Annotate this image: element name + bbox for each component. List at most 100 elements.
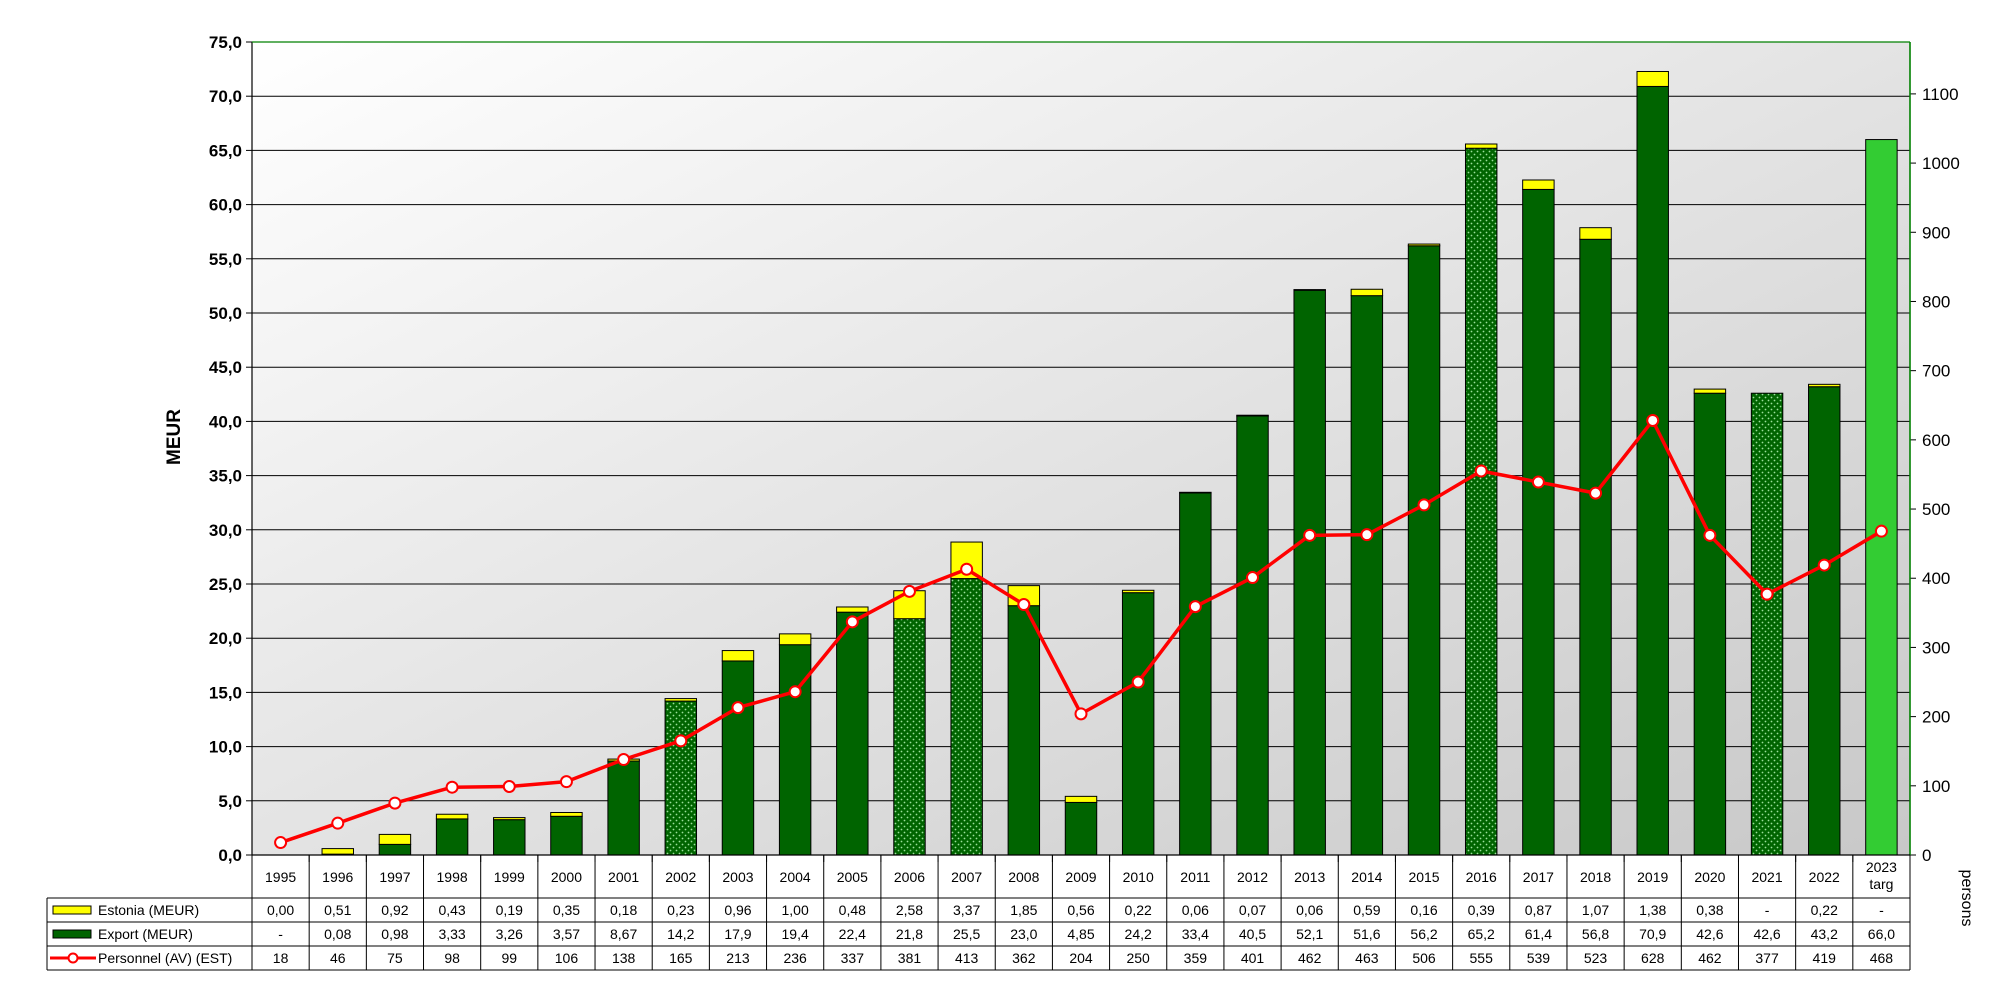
table-cell: 0,06 xyxy=(1182,902,1209,918)
table-cell: 61,4 xyxy=(1525,926,1552,942)
bar-export xyxy=(1407,245,1441,856)
table-cell: 18 xyxy=(273,950,289,966)
personnel-point xyxy=(1646,413,1660,427)
table-cell: 22,4 xyxy=(839,926,866,942)
personnel-point xyxy=(388,796,402,810)
table-cell: 523 xyxy=(1584,950,1608,966)
personnel-point xyxy=(1474,464,1488,478)
table-cell: 23,0 xyxy=(1010,926,1037,942)
table-cell: 40,5 xyxy=(1239,926,1266,942)
bar-export xyxy=(1350,295,1384,856)
table-cell: 21,8 xyxy=(896,926,923,942)
table-cell: 0,07 xyxy=(1239,902,1266,918)
table-cell: 1,85 xyxy=(1010,902,1037,918)
bar-export xyxy=(1579,238,1612,856)
bar-estonia xyxy=(721,650,755,662)
y-tick-label: 60,0 xyxy=(209,196,242,215)
table-cell: 362 xyxy=(1012,950,1036,966)
table-cell: 462 xyxy=(1298,950,1322,966)
bar-estonia xyxy=(321,848,354,855)
x-tick-label: 2023 xyxy=(1866,859,1897,875)
bar-estonia xyxy=(1636,70,1669,87)
y-axis-title: MEUR xyxy=(164,409,185,465)
x-tick-label: 2007 xyxy=(951,869,982,885)
bar-export xyxy=(378,843,412,856)
personnel-point xyxy=(445,780,459,794)
x-tick-label: 2012 xyxy=(1237,869,1268,885)
y-right-tick-label: 800 xyxy=(1922,292,1950,311)
personnel-point xyxy=(1703,528,1717,542)
table-cell: 0,48 xyxy=(839,902,866,918)
personnel-point xyxy=(902,584,916,598)
x-tick-label: 2014 xyxy=(1351,869,1382,885)
x-tick-label: 2006 xyxy=(894,869,925,885)
bars xyxy=(321,70,1898,856)
table-cell: 75 xyxy=(387,950,403,966)
personnel-point xyxy=(1417,498,1431,512)
table-cell: 539 xyxy=(1527,950,1551,966)
bar-export xyxy=(721,660,755,856)
table-cell: 377 xyxy=(1755,950,1779,966)
y-tick-label: 10,0 xyxy=(209,738,242,757)
data-table: 1995 1996 1997 1998 1999 2000 2001 2002 2003 2004… xyxy=(46,855,1911,971)
table-cell: 42,6 xyxy=(1696,926,1723,942)
personnel-point xyxy=(788,685,802,699)
table-cell: 52,1 xyxy=(1296,926,1323,942)
y-tick-label: 30,0 xyxy=(209,521,242,540)
table-cell: 46 xyxy=(330,950,346,966)
x-tick-label: 2002 xyxy=(665,869,696,885)
table-cell: 17,9 xyxy=(724,926,751,942)
bar-export xyxy=(1064,801,1098,856)
table-cell: 138 xyxy=(612,950,636,966)
x-tick-label: 2001 xyxy=(608,869,639,885)
x-tick-label: 2011 xyxy=(1180,869,1210,885)
table-cell: 628 xyxy=(1641,950,1665,966)
personnel-point xyxy=(502,780,516,794)
x-tick-label: 2021 xyxy=(1751,869,1782,885)
x-tick-label: 2008 xyxy=(1008,869,1039,885)
y-axis-right-title: persons xyxy=(1958,870,1975,927)
table-cell: 0,43 xyxy=(438,902,465,918)
table-cell: 0,98 xyxy=(381,926,408,942)
bar-export xyxy=(1865,139,1898,856)
personnel-point xyxy=(1074,707,1088,721)
personnel-point xyxy=(1760,587,1774,601)
table-cell: 0,51 xyxy=(324,902,351,918)
personnel-point xyxy=(1589,486,1603,500)
table-cell: 25,5 xyxy=(953,926,980,942)
bar-export xyxy=(950,578,983,856)
legend-label: Export (MEUR) xyxy=(98,926,193,942)
table-cell: 463 xyxy=(1355,950,1379,966)
table-cell: 250 xyxy=(1126,950,1150,966)
personnel-point xyxy=(845,615,859,629)
y-tick-label: 25,0 xyxy=(209,575,242,594)
table-cell: 1,38 xyxy=(1639,902,1666,918)
bar-export xyxy=(1007,605,1041,856)
table-cell: 213 xyxy=(726,950,750,966)
y-right-tick-label: 400 xyxy=(1922,569,1950,588)
bar-estonia xyxy=(1064,795,1098,803)
table-cell: 3,26 xyxy=(496,926,523,942)
y-right-tick-label: 300 xyxy=(1922,638,1950,657)
y-right-tick-label: 0 xyxy=(1922,846,1931,865)
bar-export xyxy=(1464,147,1498,856)
table-cell: 468 xyxy=(1870,950,1894,966)
bar-export xyxy=(1179,492,1212,856)
table-cell: 419 xyxy=(1813,950,1837,966)
table-cell: 43,2 xyxy=(1811,926,1838,942)
x-tick-label: 2003 xyxy=(722,869,753,885)
x-tick-label: 1999 xyxy=(494,869,525,885)
table-cell: 51,6 xyxy=(1353,926,1380,942)
y-tick-label: 55,0 xyxy=(209,250,242,269)
personnel-point xyxy=(1246,571,1260,585)
x-tick-label: 2009 xyxy=(1065,869,1096,885)
y-right-tick-label: 1100 xyxy=(1922,85,1959,104)
x-tick-label: 2020 xyxy=(1694,869,1725,885)
y-tick-label: 0,0 xyxy=(218,846,242,865)
table-cell: 0,18 xyxy=(610,902,637,918)
personnel-point xyxy=(559,775,573,789)
legend-label: Estonia (MEUR) xyxy=(98,902,199,918)
x-tick-label: 1996 xyxy=(322,869,353,885)
